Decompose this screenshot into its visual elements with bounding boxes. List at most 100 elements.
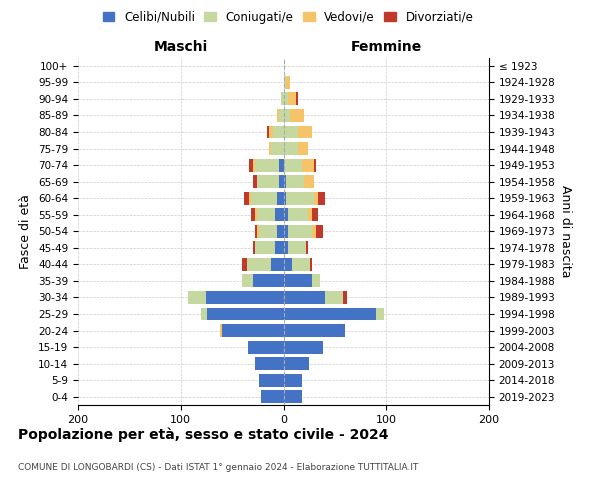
Bar bbox=[284, 225, 316, 237]
Bar bbox=[280, 158, 284, 172]
Text: COMUNE DI LONGOBARDI (CS) - Dati ISTAT 1° gennaio 2024 - Elaborazione TUTTITALIA: COMUNE DI LONGOBARDI (CS) - Dati ISTAT 1… bbox=[18, 462, 418, 471]
Bar bbox=[284, 225, 287, 237]
Bar bbox=[284, 291, 347, 304]
Bar bbox=[284, 92, 296, 106]
Bar bbox=[284, 274, 320, 287]
Bar bbox=[284, 109, 290, 122]
Text: Popolazione per età, sesso e stato civile - 2024: Popolazione per età, sesso e stato civil… bbox=[18, 428, 389, 442]
Bar bbox=[284, 92, 287, 106]
Bar bbox=[275, 242, 284, 254]
Bar bbox=[188, 291, 284, 304]
Bar bbox=[284, 357, 309, 370]
Bar bbox=[261, 390, 284, 403]
Text: Maschi: Maschi bbox=[154, 40, 208, 54]
Bar bbox=[277, 225, 284, 237]
Bar bbox=[269, 142, 284, 155]
Bar bbox=[284, 324, 345, 337]
Bar bbox=[284, 340, 323, 353]
Bar bbox=[253, 274, 284, 287]
Bar bbox=[284, 291, 343, 304]
Bar bbox=[267, 126, 284, 138]
Bar bbox=[284, 308, 384, 320]
Bar bbox=[284, 76, 286, 89]
Bar bbox=[284, 208, 312, 221]
Bar bbox=[261, 390, 284, 403]
Bar bbox=[284, 158, 316, 172]
Bar bbox=[284, 291, 325, 304]
Bar bbox=[251, 208, 284, 221]
Bar bbox=[284, 374, 302, 386]
Bar bbox=[284, 208, 308, 221]
Bar bbox=[284, 142, 308, 155]
Bar bbox=[284, 374, 302, 386]
Bar bbox=[269, 142, 284, 155]
Bar bbox=[202, 308, 284, 320]
Bar bbox=[284, 242, 287, 254]
Bar bbox=[248, 340, 284, 353]
Bar bbox=[259, 225, 284, 237]
Bar bbox=[277, 109, 284, 122]
Bar bbox=[284, 126, 312, 138]
Bar bbox=[284, 158, 302, 172]
Bar bbox=[284, 76, 290, 89]
Bar bbox=[242, 258, 284, 271]
Bar bbox=[261, 390, 284, 403]
Bar bbox=[220, 324, 284, 337]
Bar bbox=[284, 357, 309, 370]
Bar bbox=[284, 357, 309, 370]
Bar bbox=[284, 357, 309, 370]
Bar bbox=[284, 192, 286, 204]
Bar bbox=[257, 208, 284, 221]
Bar bbox=[222, 324, 284, 337]
Bar bbox=[284, 258, 310, 271]
Bar bbox=[271, 258, 284, 271]
Bar bbox=[255, 225, 284, 237]
Bar bbox=[284, 175, 304, 188]
Y-axis label: Fasce di età: Fasce di età bbox=[19, 194, 32, 268]
Bar bbox=[251, 192, 284, 204]
Bar bbox=[284, 324, 345, 337]
Bar bbox=[255, 357, 284, 370]
Bar bbox=[284, 242, 308, 254]
Bar bbox=[284, 258, 312, 271]
Bar bbox=[247, 258, 284, 271]
Bar bbox=[284, 76, 290, 89]
Y-axis label: Anni di nascita: Anni di nascita bbox=[559, 185, 572, 278]
Bar bbox=[284, 109, 304, 122]
Bar bbox=[284, 258, 310, 271]
Bar bbox=[255, 357, 284, 370]
Bar bbox=[284, 390, 302, 403]
Bar bbox=[280, 109, 284, 122]
Bar bbox=[284, 374, 302, 386]
Bar bbox=[248, 158, 284, 172]
Bar bbox=[284, 208, 287, 221]
Bar bbox=[273, 126, 284, 138]
Bar bbox=[284, 324, 345, 337]
Bar bbox=[277, 109, 284, 122]
Bar bbox=[277, 192, 284, 204]
Bar bbox=[284, 208, 319, 221]
Bar bbox=[259, 374, 284, 386]
Bar bbox=[284, 175, 314, 188]
Bar bbox=[284, 175, 314, 188]
Bar bbox=[248, 340, 284, 353]
Bar bbox=[284, 324, 345, 337]
Bar bbox=[284, 158, 314, 172]
Bar bbox=[284, 291, 343, 304]
Bar bbox=[255, 208, 284, 221]
Bar bbox=[259, 374, 284, 386]
Bar bbox=[284, 142, 308, 155]
Bar bbox=[244, 192, 284, 204]
Bar bbox=[284, 374, 302, 386]
Bar bbox=[222, 324, 284, 337]
Bar bbox=[255, 158, 284, 172]
Bar bbox=[280, 175, 284, 188]
Bar bbox=[284, 308, 384, 320]
Bar bbox=[284, 390, 302, 403]
Bar bbox=[284, 274, 320, 287]
Bar bbox=[253, 242, 284, 254]
Bar bbox=[255, 357, 284, 370]
Bar bbox=[284, 92, 298, 106]
Bar bbox=[257, 175, 284, 188]
Bar bbox=[271, 142, 284, 155]
